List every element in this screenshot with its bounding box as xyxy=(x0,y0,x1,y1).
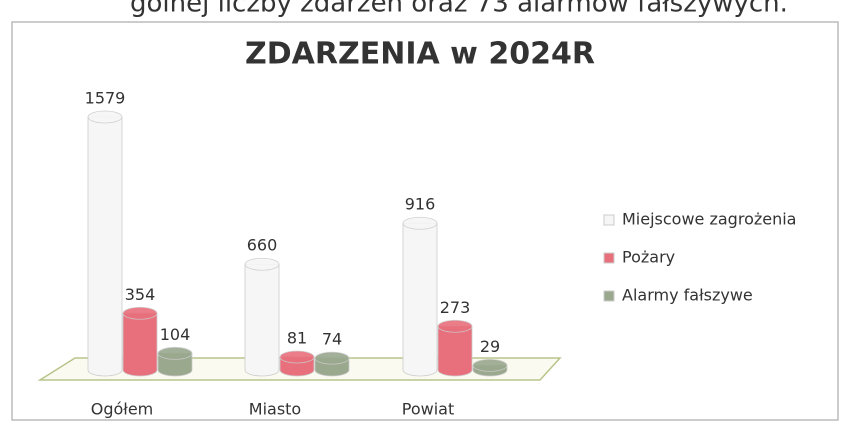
x-tick-label: Powiat xyxy=(402,400,454,419)
legend-marker xyxy=(603,252,615,264)
value-label: 104 xyxy=(160,325,191,344)
cylinder-top xyxy=(472,358,508,372)
cylinder-top xyxy=(437,319,473,333)
cylinder-top xyxy=(314,351,350,365)
legend-marker xyxy=(603,214,615,226)
legend-label: Pożary xyxy=(622,248,675,267)
value-label: 354 xyxy=(125,285,156,304)
x-tick-label: Ogółem xyxy=(91,400,154,419)
cylinder-top xyxy=(157,346,193,360)
cylinder xyxy=(122,312,158,377)
cylinder xyxy=(87,116,123,377)
header-fragment: gólnej liczby zdarzeń oraz 73 alarmów fa… xyxy=(130,0,788,19)
cylinder-top xyxy=(122,306,158,320)
x-tick-label: Miasto xyxy=(249,400,301,419)
legend-marker xyxy=(603,290,615,302)
cylinder xyxy=(437,325,473,377)
value-label: 81 xyxy=(287,329,307,348)
value-label: 74 xyxy=(322,330,342,349)
cylinder-top xyxy=(244,257,280,271)
value-label: 273 xyxy=(440,298,471,317)
cylinder-top xyxy=(279,350,315,364)
cylinder xyxy=(244,263,280,377)
cylinder xyxy=(402,222,438,377)
cylinder-top xyxy=(87,110,123,124)
value-label: 1579 xyxy=(85,89,126,108)
legend-label: Alarmy fałszywe xyxy=(622,286,753,305)
value-label: 916 xyxy=(405,195,436,214)
value-label: 660 xyxy=(247,236,278,255)
chart-title: ZDARZENIA w 2024R xyxy=(245,37,595,72)
cylinder-top xyxy=(402,216,438,230)
legend-label: Miejscowe zagrożenia xyxy=(622,210,796,229)
value-label: 29 xyxy=(480,337,500,356)
cylinder xyxy=(157,352,193,377)
